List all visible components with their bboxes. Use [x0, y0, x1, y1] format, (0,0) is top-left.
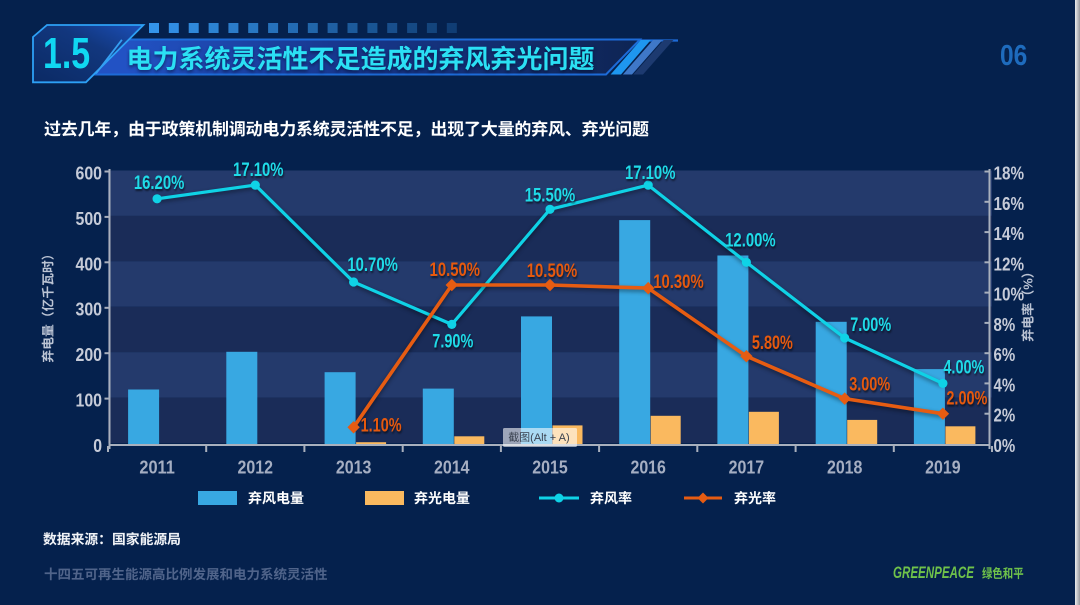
svg-text:弃电量（亿千瓦时）: 弃电量（亿千瓦时） — [38, 247, 57, 362]
svg-text:400: 400 — [76, 254, 103, 274]
svg-text:600: 600 — [76, 164, 103, 184]
svg-text:4%: 4% — [994, 375, 1016, 395]
svg-text:16%: 16% — [994, 194, 1025, 214]
svg-text:3.00%: 3.00% — [849, 375, 890, 396]
svg-text:2.00%: 2.00% — [946, 389, 987, 410]
svg-text:12.00%: 12.00% — [725, 230, 776, 251]
svg-text:2014: 2014 — [434, 458, 470, 478]
svg-text:10%: 10% — [994, 285, 1025, 305]
svg-text:6%: 6% — [994, 345, 1016, 365]
svg-text:8%: 8% — [994, 315, 1016, 335]
svg-text:14%: 14% — [994, 224, 1025, 244]
svg-text:15.50%: 15.50% — [525, 185, 576, 206]
svg-text:2011: 2011 — [139, 458, 175, 478]
svg-text:12%: 12% — [994, 254, 1025, 274]
svg-text:1.10%: 1.10% — [361, 415, 402, 436]
svg-text:0: 0 — [93, 436, 102, 456]
svg-text:2%: 2% — [994, 406, 1016, 426]
svg-text:5.80%: 5.80% — [752, 333, 793, 354]
svg-text:2017: 2017 — [729, 458, 765, 478]
svg-text:16.20%: 16.20% — [134, 173, 185, 194]
svg-text:2015: 2015 — [532, 458, 568, 478]
svg-text:0%: 0% — [994, 436, 1016, 456]
svg-text:18%: 18% — [994, 164, 1025, 184]
svg-text:100: 100 — [76, 391, 103, 411]
svg-text:4.00%: 4.00% — [943, 357, 984, 378]
svg-text:7.00%: 7.00% — [850, 315, 891, 336]
svg-text:10.30%: 10.30% — [653, 272, 704, 293]
svg-text:2016: 2016 — [630, 458, 666, 478]
svg-text:2019: 2019 — [925, 458, 961, 478]
svg-text:10.50%: 10.50% — [527, 261, 578, 282]
svg-text:500: 500 — [76, 209, 103, 229]
svg-text:300: 300 — [76, 300, 103, 320]
svg-text:10.70%: 10.70% — [347, 255, 398, 276]
svg-text:10.50%: 10.50% — [430, 260, 481, 281]
svg-text:200: 200 — [76, 345, 103, 365]
svg-text:弃电率（%）: 弃电率（%） — [1018, 265, 1037, 342]
svg-text:2013: 2013 — [336, 458, 372, 478]
svg-text:17.10%: 17.10% — [625, 163, 676, 184]
svg-text:2012: 2012 — [238, 458, 274, 478]
svg-text:17.10%: 17.10% — [233, 160, 284, 181]
svg-text:2018: 2018 — [827, 458, 863, 478]
svg-text:7.90%: 7.90% — [432, 331, 473, 352]
